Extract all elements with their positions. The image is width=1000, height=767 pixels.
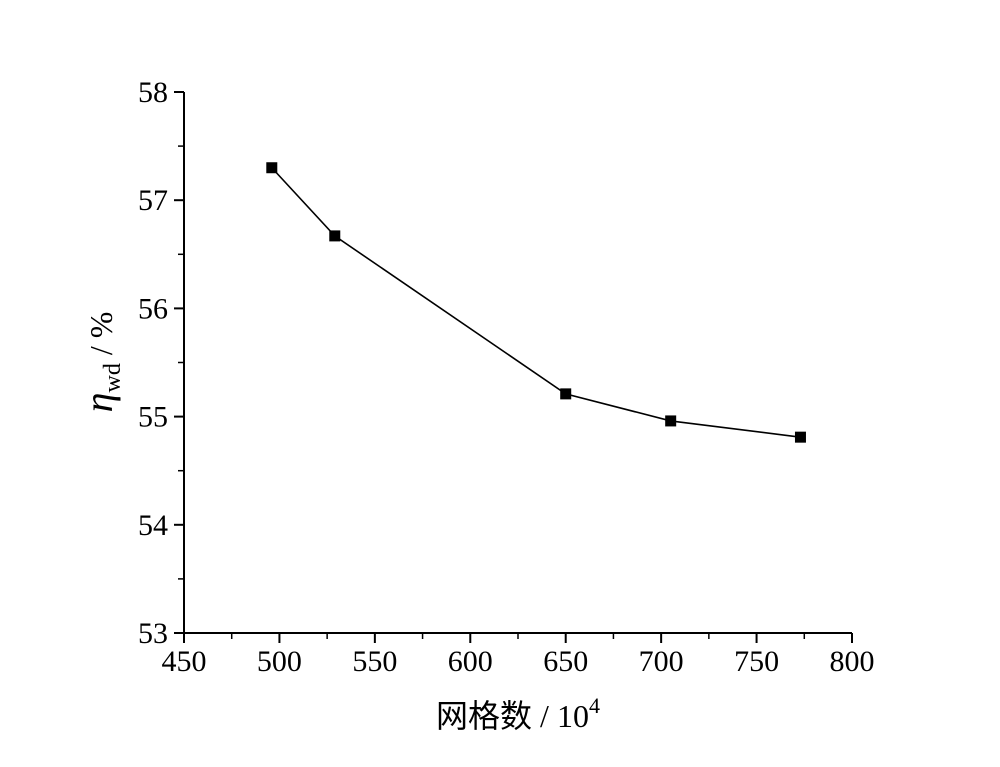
x-tick-label: 750 — [734, 645, 779, 678]
y-axis-unit: / % — [83, 312, 119, 364]
x-tick-label: 800 — [830, 645, 875, 678]
y-axis-symbol: η — [76, 393, 121, 413]
x-axis-title: 网格数 / 104 — [436, 693, 600, 734]
y-tick-label: 55 — [138, 401, 168, 434]
data-point — [794, 431, 806, 443]
axes: 450 500 550 600 650 700 750 800 53 54 55 56 57 58 — [138, 76, 875, 678]
y-axis-subscript: wd — [100, 363, 126, 392]
x-axis-title-text: 网格数 / 10 — [436, 698, 589, 734]
x-tick-label: 500 — [257, 645, 302, 678]
series-group — [266, 162, 806, 443]
data-point — [560, 388, 572, 400]
y-tick-label: 53 — [138, 617, 168, 650]
x-tick-label: 450 — [162, 645, 207, 678]
y-tick-label: 54 — [138, 509, 168, 542]
x-tick-label: 650 — [543, 645, 588, 678]
x-tick-label: 550 — [352, 645, 397, 678]
series-line — [271, 167, 801, 438]
y-tick-label: 58 — [138, 76, 168, 109]
data-point — [329, 230, 341, 242]
data-point — [266, 162, 278, 174]
y-axis-title: ηwd / % — [76, 312, 126, 413]
y-tick-label: 56 — [138, 292, 168, 325]
x-axis-title-superscript: 4 — [589, 693, 600, 718]
x-tick-label: 700 — [639, 645, 684, 678]
y-tick-label: 57 — [138, 184, 168, 217]
x-tick-label: 600 — [448, 645, 493, 678]
data-point — [665, 415, 677, 427]
